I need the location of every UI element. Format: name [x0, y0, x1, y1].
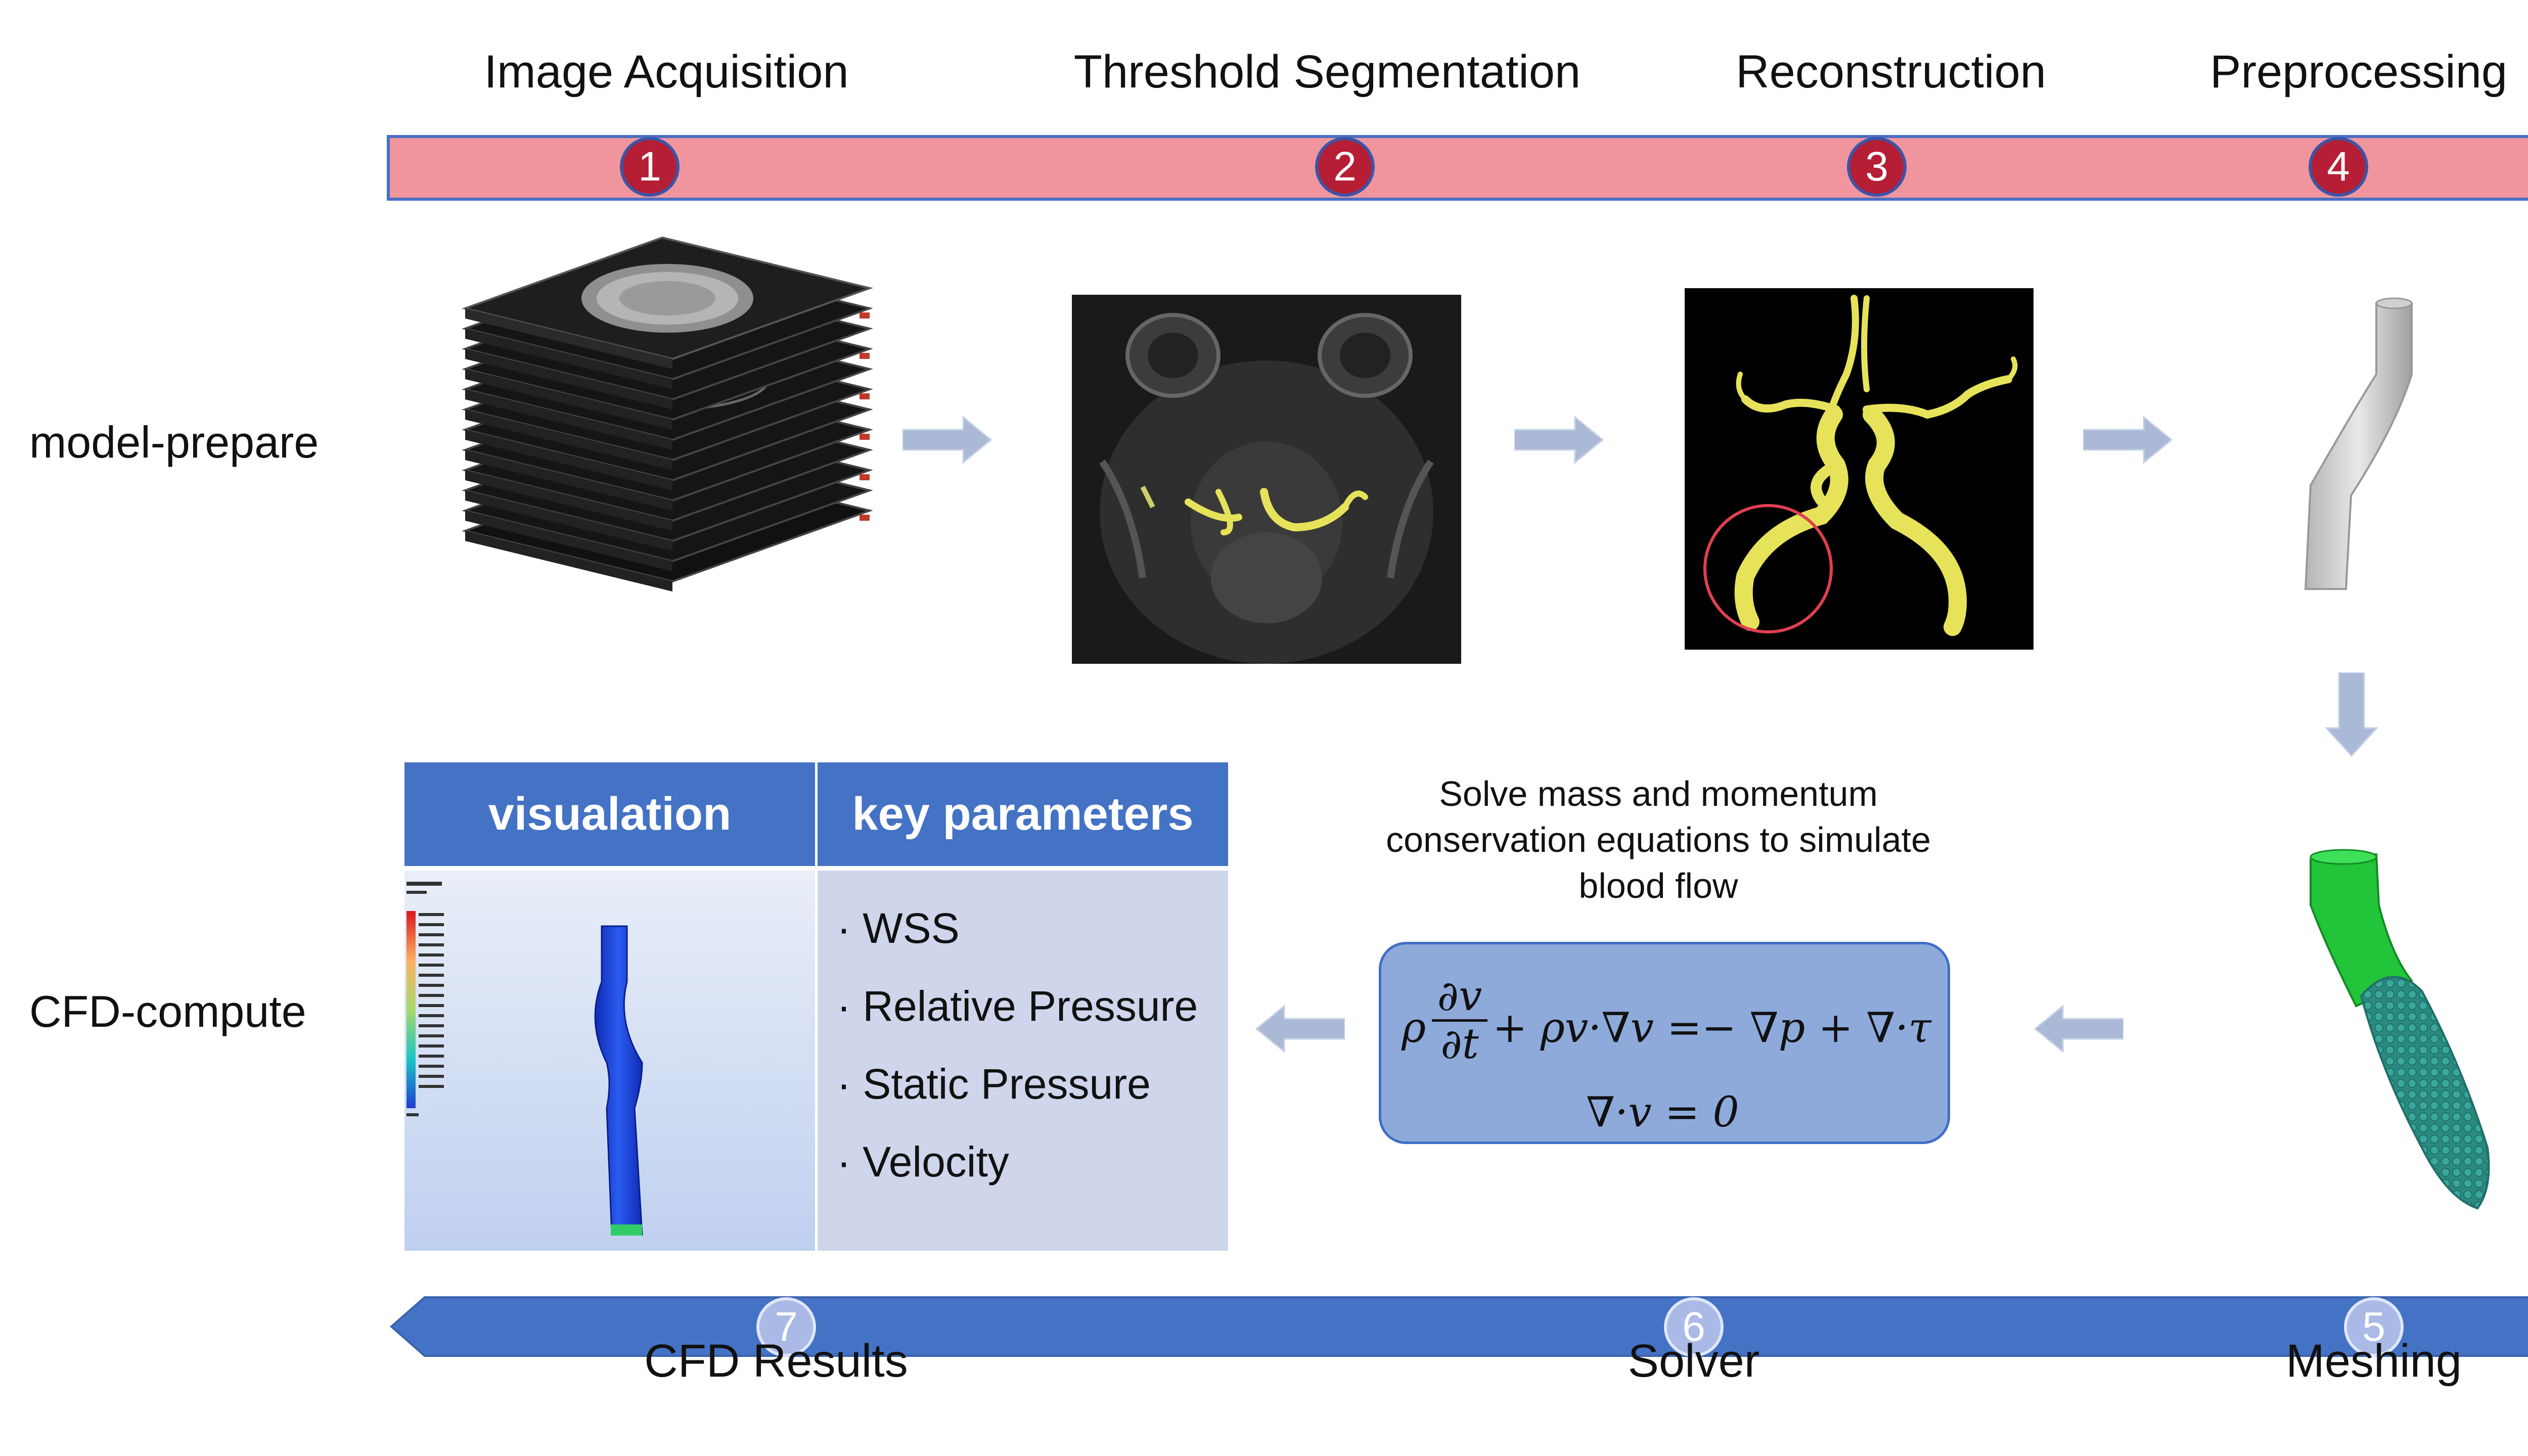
- step-badge-5: 5: [2344, 1297, 2404, 1357]
- stage-label-image-acquisition: Image Acquisition: [484, 46, 849, 98]
- step-badge-3: 3: [1847, 137, 1907, 197]
- eq-fraction: ∂v ∂t: [1432, 973, 1487, 1069]
- meshed-vessel-model: [2310, 849, 2490, 1210]
- results-visualization-cell: [404, 871, 815, 1251]
- mri-slice-stack: [462, 236, 873, 592]
- flow-arrow-5-to-6: [2034, 1004, 2124, 1054]
- stage-label-threshold-segmentation: Threshold Segmentation: [1073, 46, 1581, 98]
- flow-arrow-6-to-7: [1255, 1004, 1345, 1054]
- param-relative-pressure: · Relative Pressure: [837, 982, 1198, 1030]
- flow-arrow-4-to-5: [2324, 672, 2379, 757]
- step-badge-6: 6: [1664, 1297, 1724, 1357]
- top-process-arrow: [387, 135, 2528, 201]
- eq-fraction-denominator: ∂t: [1440, 1020, 1479, 1069]
- step-badge-7: 7: [756, 1297, 816, 1357]
- row-label-cfd-compute: CFD-compute: [29, 986, 306, 1036]
- param-static-pressure: · Static Pressure: [837, 1060, 1151, 1108]
- results-col-visualization-header: visualation: [404, 762, 815, 866]
- eq-rho: ρ: [1402, 1004, 1426, 1052]
- navier-stokes-equation-box: ρ ∂v ∂t + ρv·∇v =− ∇p + ∇·τ ∇·v = 0: [1379, 942, 1950, 1144]
- solver-caption: Solve mass and momentum conservation equ…: [1386, 774, 1931, 905]
- flow-arrow-2-to-3: [1514, 415, 1604, 465]
- flow-arrow-3-to-4: [2083, 415, 2173, 465]
- stage-label-preprocessing: Preprocessing: [2209, 46, 2508, 98]
- eq-continuity: ∇·v = 0: [1586, 1088, 1739, 1136]
- preprocessed-vessel-model: [2304, 297, 2413, 590]
- eq-fraction-numerator: ∂v: [1432, 973, 1487, 1022]
- param-velocity: · Velocity: [837, 1138, 1009, 1186]
- stage-label-cfd-results: CFD Results: [644, 1335, 908, 1387]
- stage-label-solver: Solver: [1628, 1335, 1760, 1387]
- eq-momentum-rest: + ρv·∇v =− ∇p + ∇·τ: [1493, 1004, 1931, 1052]
- step-badge-1: 1: [620, 137, 680, 197]
- flow-arrow-1-to-2: [902, 415, 992, 465]
- param-wss: · WSS: [837, 904, 960, 952]
- results-parameters-cell: · WSS · Relative Pressure · Static Press…: [818, 871, 1228, 1251]
- reconstruction-3d-vessels: [1685, 288, 2034, 650]
- stage-label-meshing: Meshing: [2286, 1335, 2462, 1387]
- segmentation-mra-image: [1072, 295, 1461, 664]
- results-col-key-parameters-header: key parameters: [818, 762, 1228, 866]
- stage-label-reconstruction: Reconstruction: [1736, 46, 2046, 98]
- row-label-model-prepare: model-prepare: [29, 417, 319, 467]
- step-badge-4: 4: [2309, 137, 2368, 197]
- step-badge-2: 2: [1315, 137, 1375, 197]
- wss-contour-plot: [407, 882, 643, 1236]
